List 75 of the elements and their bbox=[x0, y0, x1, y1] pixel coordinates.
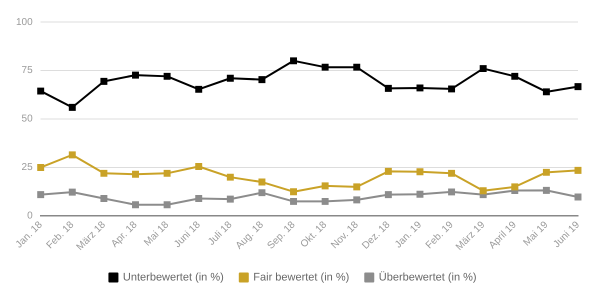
x-tick-label: Apr. 18 bbox=[109, 219, 140, 250]
point bbox=[100, 170, 108, 177]
point bbox=[100, 195, 108, 202]
x-tick-label: Feb. 18 bbox=[44, 219, 77, 252]
point bbox=[322, 182, 329, 190]
x-tick-label: Mai 19 bbox=[521, 219, 551, 249]
point bbox=[416, 190, 424, 198]
point bbox=[480, 65, 487, 72]
point bbox=[353, 196, 360, 204]
x-tick-label: Dez. 18 bbox=[360, 219, 393, 252]
point bbox=[195, 163, 202, 170]
point bbox=[226, 196, 234, 203]
x-tick-label: Okt. 18 bbox=[298, 219, 330, 250]
x-tick-label: Jan. 18 bbox=[14, 219, 46, 250]
point bbox=[480, 187, 487, 194]
point bbox=[542, 88, 550, 96]
point bbox=[448, 170, 456, 177]
point bbox=[542, 168, 550, 176]
point bbox=[68, 104, 76, 111]
point bbox=[542, 186, 550, 194]
point bbox=[353, 183, 360, 190]
point bbox=[37, 191, 44, 198]
x-tick-label: Juni 18 bbox=[172, 219, 204, 250]
point bbox=[448, 85, 456, 92]
x-tick-label: Jan. 19 bbox=[393, 219, 424, 250]
x-tick-label: Juli 18 bbox=[206, 219, 235, 248]
point bbox=[448, 188, 456, 196]
point bbox=[322, 198, 329, 205]
point bbox=[226, 174, 234, 181]
y-tick-label: 75 bbox=[22, 65, 34, 76]
x-tick-label: Juni 19 bbox=[551, 219, 582, 250]
point bbox=[574, 83, 582, 90]
point bbox=[100, 78, 108, 85]
point bbox=[511, 72, 518, 80]
point bbox=[574, 166, 582, 174]
y-tick-label: 25 bbox=[22, 162, 34, 174]
point bbox=[353, 64, 360, 71]
point bbox=[195, 195, 202, 202]
point bbox=[68, 188, 76, 196]
x-tick-label: Aug. 18 bbox=[234, 219, 266, 252]
x-tick-label: Nov. 18 bbox=[329, 219, 362, 252]
point bbox=[68, 151, 76, 158]
point bbox=[132, 201, 139, 208]
point bbox=[132, 72, 139, 79]
point bbox=[258, 76, 266, 84]
point bbox=[37, 88, 44, 95]
point bbox=[132, 170, 139, 178]
legend-label: Fair bewertet (in %) bbox=[253, 272, 350, 284]
point bbox=[164, 170, 171, 177]
point bbox=[258, 189, 266, 196]
point bbox=[322, 64, 329, 71]
point bbox=[37, 164, 44, 171]
point bbox=[290, 57, 298, 64]
point bbox=[195, 86, 202, 93]
point bbox=[164, 201, 171, 208]
legend-label: Unterbewertet (in %) bbox=[122, 272, 224, 284]
point bbox=[416, 168, 424, 176]
legend-label: Überbewertet (in %) bbox=[378, 270, 477, 284]
x-tick-label: Sep. 18 bbox=[265, 219, 298, 252]
point bbox=[384, 191, 392, 198]
x-tick-label: Mai 18 bbox=[142, 219, 172, 249]
point bbox=[164, 72, 171, 80]
point bbox=[290, 198, 298, 205]
point bbox=[258, 178, 266, 186]
point bbox=[290, 188, 298, 196]
point bbox=[511, 183, 518, 190]
x-tick-label: Feb. 19 bbox=[424, 219, 456, 252]
y-tick-label: 100 bbox=[16, 16, 34, 28]
y-tick-label: 50 bbox=[22, 114, 34, 125]
point bbox=[226, 74, 234, 82]
point bbox=[384, 168, 392, 175]
point bbox=[416, 84, 424, 92]
y-tick-label: 0 bbox=[27, 210, 34, 222]
point bbox=[384, 84, 392, 92]
point bbox=[574, 193, 582, 200]
